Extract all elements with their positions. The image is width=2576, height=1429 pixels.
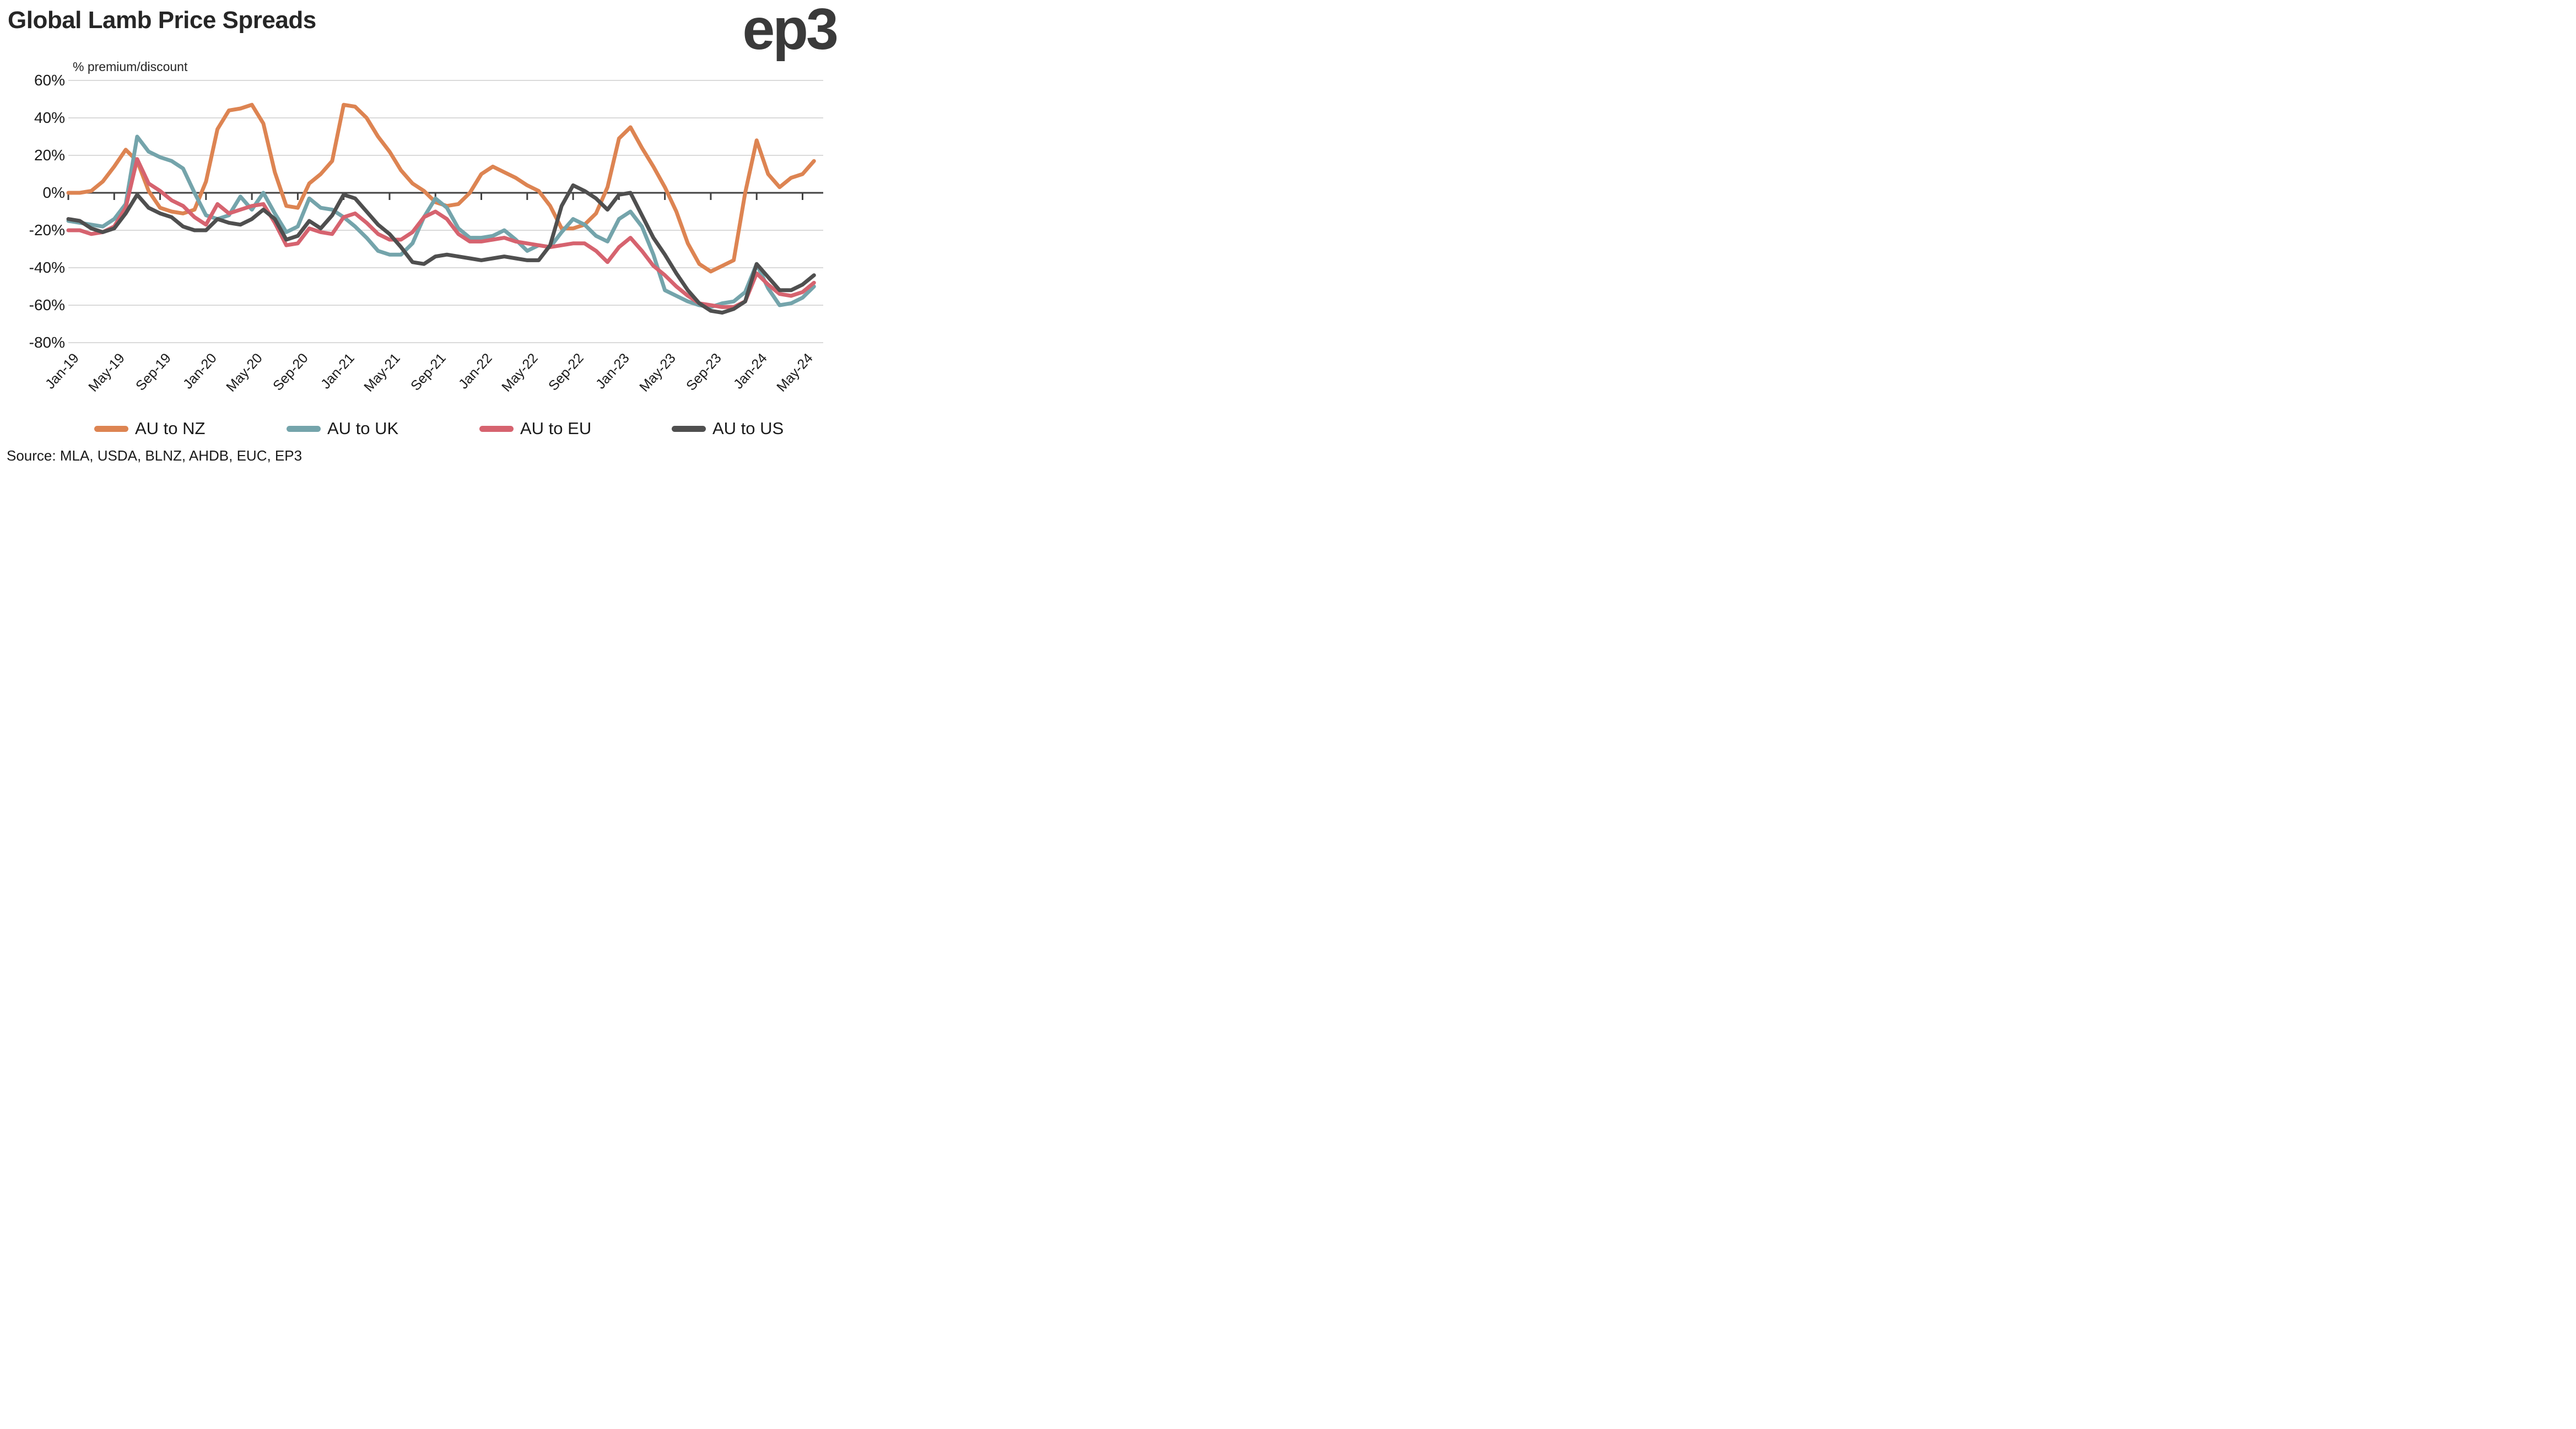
y-axis-label: 40% xyxy=(34,109,65,126)
legend-swatch xyxy=(672,425,706,432)
legend-swatch xyxy=(287,425,321,432)
y-axis-label: -60% xyxy=(29,296,65,313)
series-line-au-to-eu xyxy=(66,157,816,309)
source-note: Source: MLA, USDA, BLNZ, AHDB, EUC, EP3 xyxy=(7,447,303,464)
legend-item: AU to EU xyxy=(479,419,591,439)
legend-label: AU to EU xyxy=(520,419,592,438)
plot-area xyxy=(66,80,823,343)
y-axis-label: 60% xyxy=(34,72,65,89)
ep3-logo: ep3 xyxy=(742,0,839,62)
series-line-au-to-uk xyxy=(66,134,816,309)
legend-label: AU to NZ xyxy=(135,419,206,438)
y-axis-label: 0% xyxy=(42,184,65,201)
series-line-au-to-us xyxy=(66,183,816,315)
legend-item: AU to NZ xyxy=(94,419,205,439)
legend-label: AU to US xyxy=(712,419,784,438)
chart-title: Global Lamb Price Spreads xyxy=(8,7,316,34)
y-axis-label: -80% xyxy=(29,334,65,351)
legend-swatch xyxy=(479,425,514,432)
legend-item: AU to US xyxy=(672,419,784,439)
y-axis-label: -40% xyxy=(29,259,65,276)
legend-item: AU to UK xyxy=(287,419,398,439)
y-axis-label: -20% xyxy=(29,221,65,239)
series-line-au-to-nz xyxy=(66,102,816,274)
y-axis-label: 20% xyxy=(34,147,65,164)
chart-figure: Global Lamb Price Spreads ep3 % premium/… xyxy=(0,0,858,477)
y-axis-unit-label: % premium/discount xyxy=(73,59,188,74)
legend-swatch xyxy=(94,425,128,432)
legend-label: AU to UK xyxy=(327,419,399,438)
